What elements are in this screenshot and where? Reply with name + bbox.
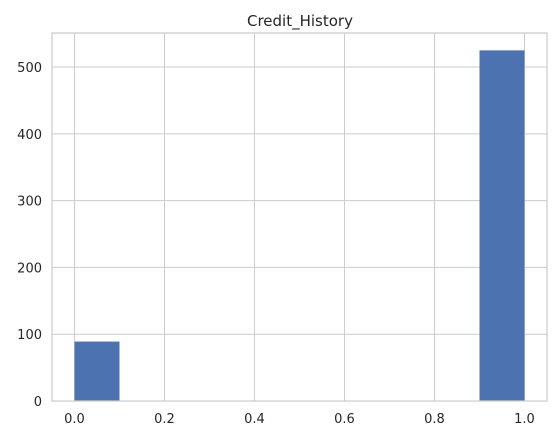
y-tick-label: 300: [17, 195, 42, 210]
x-tick-label: 1.0: [514, 412, 535, 427]
x-tick-label: 0.2: [154, 412, 175, 427]
x-axis-ticks: 0.0 0.2 0.4 0.6 0.8 1.0: [64, 412, 535, 427]
bars: [74, 50, 525, 401]
plot-border: [51, 32, 548, 402]
histogram-bar: [74, 341, 120, 401]
plot-frame: [51, 32, 548, 402]
x-tick-label: 0.8: [424, 412, 445, 427]
y-tick-label: 500: [17, 61, 42, 76]
histogram-bar: [479, 50, 525, 401]
x-tick-label: 0.0: [64, 412, 85, 427]
y-tick-label: 0: [34, 395, 42, 410]
y-tick-label: 200: [17, 261, 42, 276]
y-axis-ticks: 0 100 200 300 400 500: [17, 61, 42, 410]
x-tick-label: 0.4: [244, 412, 265, 427]
x-tick-label: 0.6: [334, 412, 355, 427]
y-tick-label: 400: [17, 128, 42, 143]
chart-title: Credit_History: [247, 12, 353, 31]
grid-lines: [52, 33, 547, 402]
y-tick-label: 100: [17, 328, 42, 343]
